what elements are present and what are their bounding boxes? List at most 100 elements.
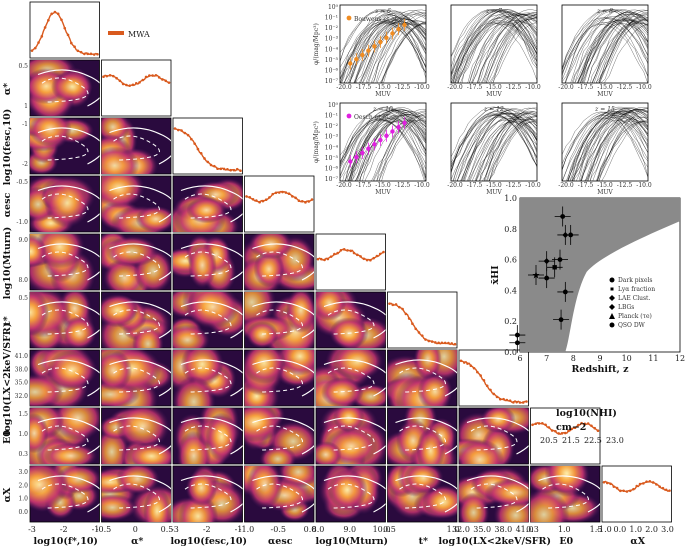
nhi-tick: 20.5 bbox=[540, 436, 558, 445]
posterior-point bbox=[213, 164, 216, 168]
lf-curve bbox=[451, 22, 537, 81]
density-blob bbox=[30, 374, 64, 406]
lf-y-label: φ/(mag/Mpc³) bbox=[313, 121, 320, 163]
posterior-point bbox=[518, 401, 522, 404]
x-axis-label: α* bbox=[131, 536, 143, 547]
posterior-point bbox=[251, 197, 255, 201]
density-content bbox=[244, 466, 314, 522]
posterior-point bbox=[508, 399, 512, 402]
lf-curve bbox=[345, 18, 426, 83]
posterior-point bbox=[115, 76, 118, 80]
xhi-legend-item: QSO DW bbox=[609, 322, 646, 329]
lf-curve bbox=[599, 19, 648, 83]
density-blob bbox=[30, 413, 49, 454]
lf-curve bbox=[340, 22, 426, 83]
lf-curve bbox=[480, 19, 537, 83]
density-blob bbox=[246, 466, 283, 510]
lf-y-tick: 10⁻¹ bbox=[325, 15, 338, 22]
corner-cell bbox=[172, 407, 243, 465]
density-content bbox=[101, 466, 171, 522]
lf-z-label: z = 6 bbox=[374, 8, 391, 15]
posterior-point bbox=[284, 191, 288, 194]
density-blob bbox=[135, 205, 171, 232]
lf-curve bbox=[482, 14, 537, 83]
corner-cell bbox=[101, 291, 172, 349]
y-axis-label: E0 bbox=[2, 430, 13, 444]
posterior-point bbox=[193, 142, 196, 145]
posterior-point bbox=[291, 195, 294, 198]
lf-curve bbox=[585, 119, 648, 181]
posterior-point bbox=[602, 480, 606, 484]
posterior-point bbox=[605, 481, 609, 485]
y-tick-label: -0.5 bbox=[16, 179, 28, 186]
posterior-point bbox=[56, 12, 60, 16]
corner-cell bbox=[29, 175, 100, 233]
posterior-point bbox=[261, 199, 265, 203]
posterior-point bbox=[239, 169, 242, 173]
corner-cell bbox=[101, 233, 172, 291]
posterior-point bbox=[417, 331, 421, 334]
corner-cell bbox=[530, 407, 601, 465]
corner-cell bbox=[530, 465, 601, 523]
posterior-point bbox=[547, 426, 551, 429]
x-tick-label: -1.0 bbox=[239, 525, 254, 534]
lf-curve bbox=[346, 119, 426, 181]
posterior-point bbox=[450, 342, 454, 345]
lf-curve bbox=[376, 110, 426, 181]
density-blob bbox=[185, 469, 218, 507]
lf-curve bbox=[383, 21, 426, 83]
contour-dashed bbox=[327, 309, 375, 335]
contour-solid bbox=[37, 359, 100, 397]
lf-legend-label: Bouwens et al. bbox=[354, 16, 399, 23]
lf-curve bbox=[596, 10, 648, 83]
posterior-point bbox=[550, 429, 554, 432]
posterior-point bbox=[131, 83, 135, 87]
xhi-marker bbox=[558, 317, 564, 323]
lf-y-tick: 10⁻⁶ bbox=[325, 67, 339, 74]
corner-cell bbox=[458, 465, 529, 523]
contour-dashed bbox=[399, 425, 446, 451]
contour-dashed bbox=[113, 367, 160, 393]
posterior-point bbox=[515, 400, 518, 404]
lf-curve bbox=[340, 109, 426, 165]
density-blob bbox=[52, 408, 100, 441]
density-blob bbox=[320, 377, 364, 406]
posterior-point bbox=[586, 422, 590, 425]
xhi-legend-item: Lyα fraction bbox=[610, 286, 655, 293]
lf-curve bbox=[469, 116, 537, 181]
y-tick-label: 41.0 bbox=[15, 353, 29, 360]
corner-cell bbox=[387, 291, 458, 349]
lf-curve bbox=[562, 113, 648, 171]
xhi-point bbox=[538, 251, 555, 272]
density-blob bbox=[285, 292, 314, 334]
contour-solid bbox=[252, 417, 314, 455]
lf-curve bbox=[598, 108, 648, 181]
density-blob bbox=[50, 71, 93, 103]
contour-dashed bbox=[41, 425, 89, 451]
posterior-point bbox=[619, 489, 622, 493]
xhi-legend-marker bbox=[609, 322, 615, 328]
xhi-x-tick: 10 bbox=[622, 354, 632, 363]
contour-dashed bbox=[41, 77, 89, 103]
lf-curve bbox=[456, 12, 537, 83]
x-tick-label: -0.5 bbox=[96, 525, 111, 534]
density-blob bbox=[248, 234, 293, 260]
lf-z-label: z = 10 bbox=[372, 106, 393, 113]
lf-y-tick: 10⁰ bbox=[328, 4, 339, 11]
density-content bbox=[30, 350, 100, 406]
xhi-legend-label: LAE Clust. bbox=[618, 295, 650, 302]
posterior-point bbox=[196, 147, 200, 151]
lf-x-tick: -17.5 bbox=[578, 84, 594, 91]
lf-curve bbox=[348, 121, 426, 181]
lf-x-tick: -12.5 bbox=[506, 182, 522, 189]
lf-curve bbox=[582, 9, 648, 83]
xhi-y-tick: 1.0 bbox=[504, 194, 517, 203]
posterior-point bbox=[482, 379, 486, 382]
posterior-point bbox=[248, 196, 252, 199]
density-blob bbox=[403, 466, 444, 494]
posterior-point bbox=[382, 250, 385, 254]
density-blob bbox=[205, 412, 238, 462]
density-content bbox=[101, 293, 171, 348]
lf-y-tick: 10⁻² bbox=[325, 25, 339, 32]
x-tick-label: 9.0 bbox=[343, 525, 356, 534]
